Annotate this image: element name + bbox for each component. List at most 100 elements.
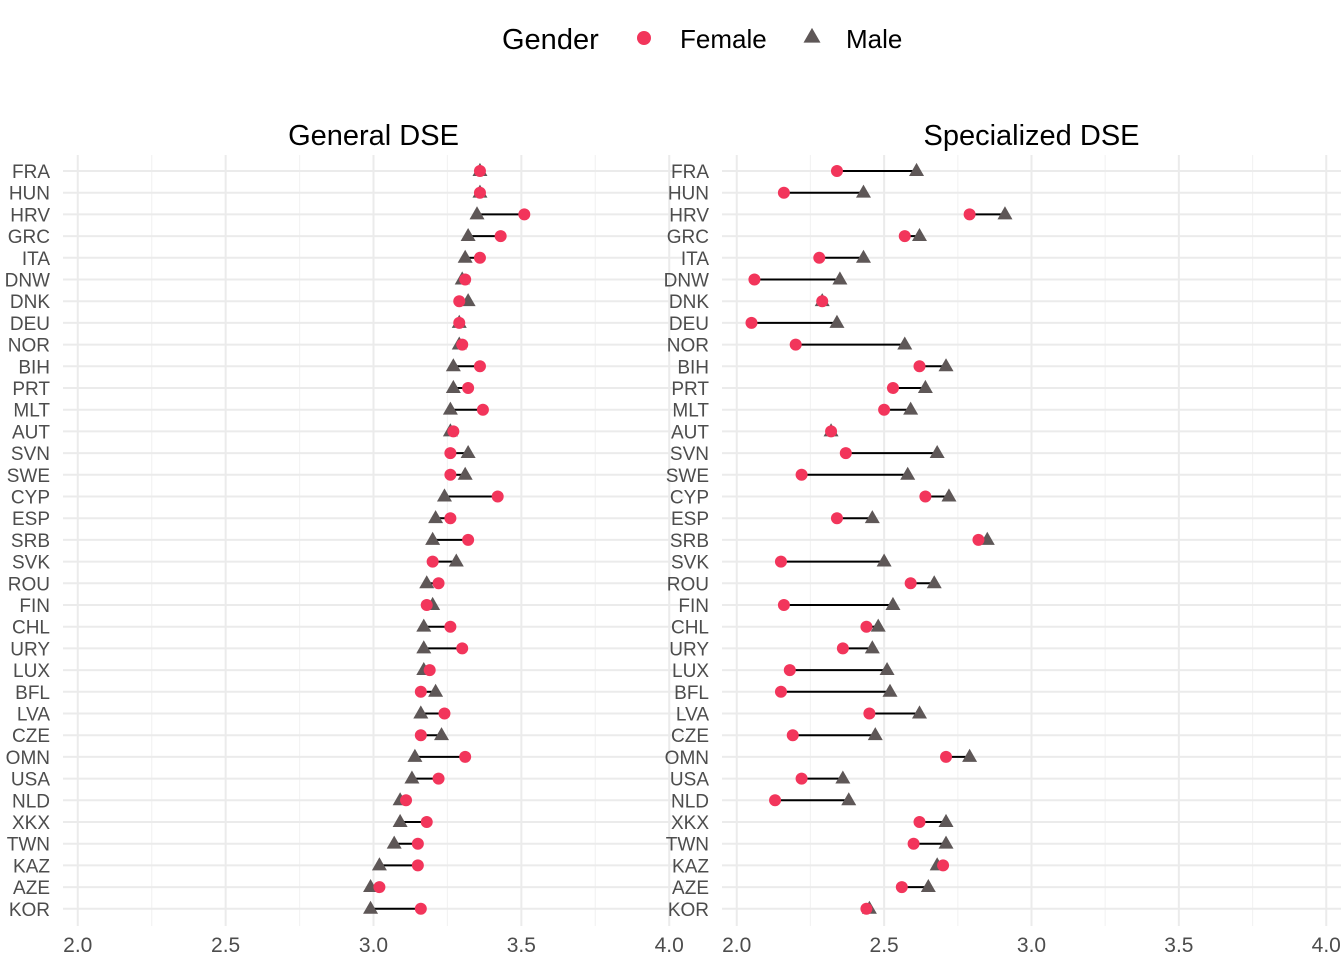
male-point-cze	[867, 727, 883, 741]
female-point-dnk	[816, 295, 829, 308]
y-tick-label: OMN	[6, 748, 50, 769]
male-point-bih	[445, 358, 461, 372]
female-point-nld	[400, 794, 413, 807]
legend-male-marker	[803, 27, 821, 43]
y-tick-label: DNW	[5, 271, 50, 292]
legend-male-label: Male	[846, 24, 902, 54]
female-point-hrv	[963, 208, 976, 221]
female-point-ury	[836, 642, 849, 655]
x-tick-label: 4.0	[1312, 934, 1341, 957]
y-tick-label: NLD	[12, 791, 50, 812]
y-tick-label: ROU	[667, 574, 709, 595]
y-tick-label: SVN	[670, 444, 709, 465]
y-tick-label: AUT	[671, 422, 709, 443]
male-point-hrv	[469, 206, 485, 220]
male-point-deu	[829, 314, 845, 328]
female-point-rou	[432, 577, 445, 590]
male-point-omn	[407, 748, 423, 762]
female-point-svn	[444, 447, 457, 460]
y-tick-label: NOR	[667, 336, 709, 357]
y-tick-label: CHL	[12, 618, 50, 639]
female-point-lva	[438, 707, 451, 720]
female-point-svk	[774, 555, 787, 568]
x-tick-label: 2.0	[722, 934, 751, 957]
female-point-srb	[972, 533, 985, 546]
y-tick-label: GRC	[8, 227, 50, 248]
y-tick-label: LVA	[676, 705, 709, 726]
male-point-bfl	[428, 683, 444, 697]
female-point-lux	[423, 664, 436, 677]
female-point-bih	[913, 360, 926, 373]
female-point-twn	[907, 837, 920, 850]
male-point-svk	[876, 553, 892, 567]
female-point-prt	[886, 382, 899, 394]
y-tick-label: URY	[10, 639, 50, 660]
y-tick-label: DEU	[669, 314, 709, 335]
male-point-swe	[457, 466, 473, 480]
male-point-bih	[938, 358, 954, 372]
y-tick-label: MLT	[13, 401, 50, 422]
male-point-kor	[363, 900, 379, 914]
female-point-nor	[789, 338, 802, 351]
male-point-rou	[419, 575, 435, 589]
y-tick-label: DNK	[10, 292, 50, 313]
y-tick-label: ESP	[12, 509, 50, 530]
y-tick-label: DEU	[10, 314, 50, 335]
y-tick-label: NOR	[8, 336, 50, 357]
y-tick-label: SRB	[11, 531, 50, 552]
female-point-esp	[444, 512, 457, 525]
y-tick-label: BIH	[18, 357, 50, 378]
female-point-hun	[473, 186, 486, 199]
x-tick-label: 2.0	[63, 934, 92, 957]
female-point-twn	[411, 837, 424, 850]
male-point-prt	[917, 379, 933, 393]
female-point-kor	[414, 902, 427, 915]
female-point-omn	[940, 750, 953, 763]
female-point-ury	[456, 642, 469, 655]
y-tick-label: SVK	[12, 553, 50, 574]
female-point-deu	[745, 316, 758, 329]
male-point-lux	[879, 662, 895, 676]
female-point-svn	[839, 447, 852, 460]
y-tick-label: KOR	[9, 900, 50, 921]
male-point-srb	[425, 531, 441, 545]
y-tick-label: BIH	[677, 357, 709, 378]
y-tick-label: GRC	[667, 227, 709, 248]
male-point-lva	[911, 705, 927, 719]
female-point-fra	[830, 165, 843, 177]
female-point-hrv	[518, 208, 531, 221]
female-point-fin	[777, 599, 790, 611]
male-point-rou	[926, 575, 942, 589]
female-point-usa	[432, 772, 445, 785]
female-point-kor	[860, 902, 873, 915]
male-point-twn	[938, 835, 954, 849]
female-point-xkx	[420, 816, 433, 828]
female-point-mlt	[476, 403, 489, 416]
male-point-nld	[841, 792, 857, 806]
male-point-usa	[835, 770, 851, 784]
panel-general-dse: General DSE 2.0 2.5 3.0 3.5 4.0 FRAHUNHRVGRCIT…	[5, 120, 684, 957]
female-point-swe	[444, 468, 457, 481]
y-tick-label: FRA	[12, 162, 50, 183]
y-tick-label: BFL	[674, 683, 709, 704]
male-point-esp	[428, 510, 444, 524]
y-tick-label: NLD	[671, 791, 709, 812]
female-point-chl	[860, 620, 873, 633]
female-point-hun	[777, 186, 790, 199]
male-point-fin	[885, 596, 901, 610]
panel-specialized-dse: Specialized DSE 2.0 2.5 3.0 3.5 4.0 FRAHUNHRVG…	[664, 120, 1341, 957]
female-point-bfl	[774, 685, 787, 698]
legend: Gender Female Male	[502, 24, 902, 56]
male-point-mlt	[903, 401, 919, 415]
female-point-nor	[456, 338, 469, 351]
male-point-hrv	[997, 206, 1013, 220]
male-point-grc	[460, 228, 476, 242]
y-tick-label: USA	[11, 770, 50, 791]
male-point-nor	[897, 336, 913, 350]
y-tick-label: KOR	[668, 900, 709, 921]
female-point-kaz	[411, 859, 424, 872]
female-point-ita	[473, 251, 486, 264]
male-point-chl	[870, 618, 886, 632]
